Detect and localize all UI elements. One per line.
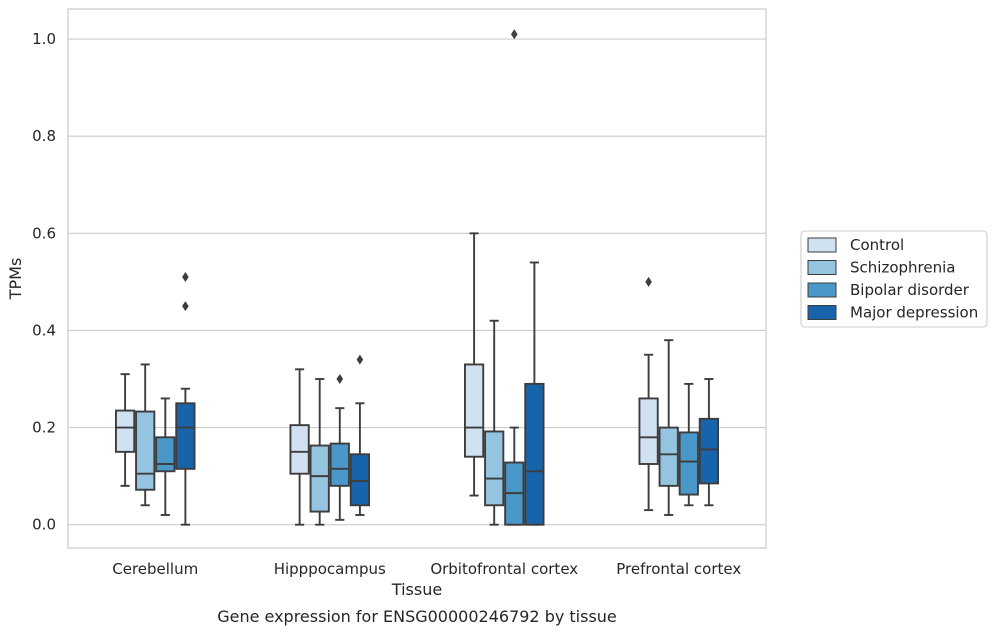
legend-label: Schizophrenia [850, 259, 955, 277]
x-tick-label: Cerebellum [112, 560, 198, 578]
series-control [114, 232, 659, 526]
box [484, 430, 505, 507]
y-axis-ticks: 0.0 0.2 0.4 0.6 0.8 1.0 [32, 30, 56, 534]
box [135, 410, 156, 491]
legend-swatch [807, 282, 837, 298]
outlier-point [336, 374, 344, 385]
box [329, 442, 350, 487]
y-tick-label: 0.0 [32, 516, 56, 534]
legend: Control Schizophrenia Bipolar disorder Majo… [800, 230, 988, 328]
plot-frame [67, 8, 767, 549]
outlier-point [182, 301, 189, 312]
x-tick-label: Hipppocampus [274, 560, 386, 578]
legend-swatch [807, 305, 837, 320]
x-axis-ticks: Cerebellum Hipppocampus Orbitofrontal cort… [112, 560, 741, 578]
legend-frame [800, 230, 988, 328]
box-groups [114, 29, 719, 526]
y-axis-label: TPMs [6, 258, 25, 301]
outlier-point [182, 272, 189, 283]
y-tick-label: 0.2 [32, 419, 56, 437]
box [464, 363, 485, 458]
box [524, 382, 545, 526]
legend-label: Major depression [850, 304, 978, 322]
y-tick-label: 1.0 [32, 30, 56, 48]
y-tick-label: 0.8 [32, 127, 56, 145]
x-tick-label: Orbitofrontal cortex [430, 560, 578, 578]
box [349, 453, 370, 507]
outlier-point [645, 276, 652, 287]
legend-label: Bipolar disorder [850, 281, 970, 299]
outlier-point [356, 354, 364, 365]
chart-caption: Gene expression for ENSG00000246792 by t… [217, 607, 617, 626]
outlier-point [511, 29, 518, 40]
box [658, 426, 679, 487]
box [175, 402, 196, 470]
legend-swatch [807, 237, 837, 253]
y-tick-label: 0.4 [32, 321, 56, 339]
legend-swatch [807, 260, 837, 275]
x-axis-label: Tissue [391, 580, 442, 599]
box [638, 397, 659, 465]
box [114, 409, 136, 453]
series-bipolar-disorder [155, 29, 699, 526]
box [678, 431, 699, 496]
legend-label: Control [850, 236, 904, 254]
box [289, 424, 310, 475]
y-tick-label: 0.6 [32, 224, 56, 242]
series-major-depression [175, 261, 719, 526]
x-tick-label: Prefrontal cortex [616, 560, 741, 578]
box [309, 444, 330, 513]
box [155, 436, 176, 473]
box [698, 417, 719, 485]
series-schizophrenia [135, 319, 679, 526]
